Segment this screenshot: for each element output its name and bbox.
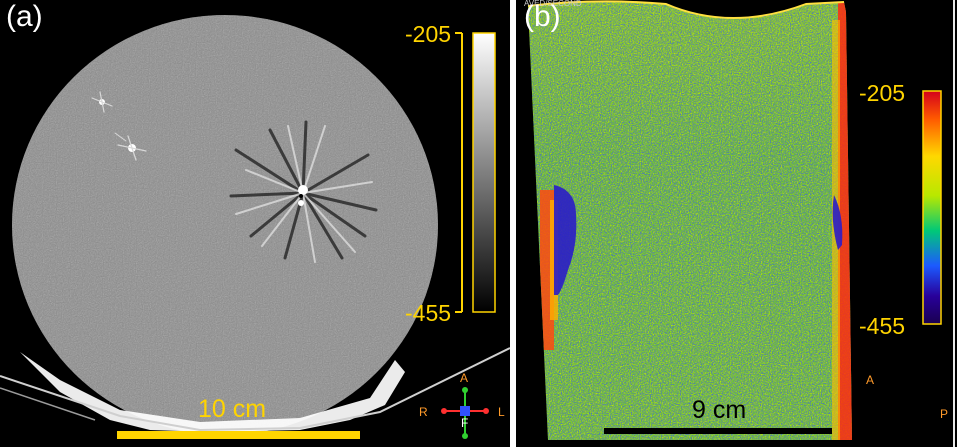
scanner-bed — [0, 347, 510, 432]
grayscale-colorbar — [455, 32, 496, 313]
panel-b-header-text: AVED/SECOND — [524, 0, 582, 8]
sample-section — [528, 1, 852, 441]
orientation-top: A — [460, 371, 469, 385]
side-mark-left: A — [866, 373, 875, 387]
panel-a-canvas — [0, 15, 510, 439]
panel-b-canvas — [527, 0, 955, 447]
streak-artifacts — [91, 91, 378, 263]
colorbar-b-max-label: -205 — [859, 80, 906, 106]
scale-bar-a-label: 10 cm — [198, 395, 267, 423]
orientation-marker — [441, 387, 489, 439]
scale-bar-b — [604, 428, 832, 434]
panel-b-colormap-ct: AVED/SECOND (b) -205 -455 9 cm A P — [516, 0, 957, 447]
panel-b-label: (b) — [524, 0, 561, 33]
orientation-right: L — [498, 405, 505, 419]
panel-divider — [510, 0, 516, 447]
ct-disc — [12, 15, 438, 435]
scale-bar-b-label: 9 cm — [692, 396, 747, 424]
side-mark-right: P — [940, 407, 949, 421]
panel-a-label: (a) — [6, 0, 43, 33]
panel-a-grayscale-ct: (a) -205 -455 10 cm A R F L — [0, 0, 510, 447]
colorbar-a-min-label: -455 — [405, 300, 452, 326]
colorbar-b-min-label: -455 — [859, 313, 906, 339]
orientation-left: R — [419, 405, 428, 419]
orientation-center: F — [461, 416, 469, 430]
jet-colorbar — [922, 90, 942, 325]
scale-bar-a — [117, 431, 360, 439]
colorbar-a-max-label: -205 — [405, 21, 452, 47]
